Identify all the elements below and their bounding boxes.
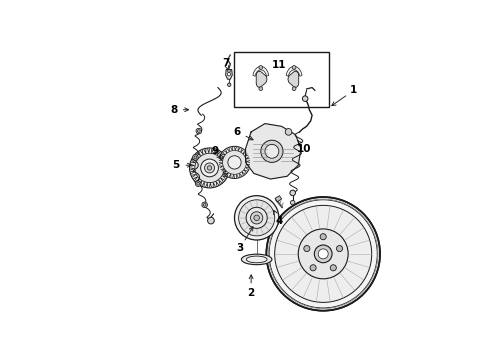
Text: 4: 4 xyxy=(275,216,283,226)
Circle shape xyxy=(267,197,380,311)
Text: 10: 10 xyxy=(296,144,311,153)
Circle shape xyxy=(190,148,229,188)
Circle shape xyxy=(201,159,219,177)
Circle shape xyxy=(337,246,343,252)
Circle shape xyxy=(290,190,295,195)
Polygon shape xyxy=(286,66,302,76)
Circle shape xyxy=(298,229,348,279)
Polygon shape xyxy=(245,123,301,179)
Circle shape xyxy=(250,212,263,224)
Circle shape xyxy=(259,66,263,69)
Circle shape xyxy=(330,265,336,271)
Polygon shape xyxy=(288,71,299,87)
Text: 9: 9 xyxy=(212,146,219,156)
Circle shape xyxy=(228,156,241,169)
Circle shape xyxy=(207,166,212,170)
Circle shape xyxy=(302,96,308,102)
Text: 6: 6 xyxy=(234,127,241,137)
Circle shape xyxy=(227,83,231,86)
Circle shape xyxy=(314,245,332,263)
Circle shape xyxy=(318,249,328,259)
Text: 3: 3 xyxy=(236,243,244,253)
Text: 11: 11 xyxy=(271,60,286,70)
Ellipse shape xyxy=(246,256,267,263)
Circle shape xyxy=(246,207,267,228)
Circle shape xyxy=(265,144,279,158)
Circle shape xyxy=(304,246,310,252)
Text: 8: 8 xyxy=(170,105,177,115)
Circle shape xyxy=(194,156,197,159)
Circle shape xyxy=(197,183,199,185)
Circle shape xyxy=(285,129,292,135)
Circle shape xyxy=(204,163,215,173)
Text: 2: 2 xyxy=(247,288,255,298)
Circle shape xyxy=(254,215,259,221)
Circle shape xyxy=(235,195,279,240)
Circle shape xyxy=(193,155,198,160)
Circle shape xyxy=(208,217,214,224)
Circle shape xyxy=(227,69,230,72)
Circle shape xyxy=(239,200,275,236)
Circle shape xyxy=(222,150,246,174)
Circle shape xyxy=(292,66,296,69)
Circle shape xyxy=(195,153,224,183)
Circle shape xyxy=(197,130,200,132)
Circle shape xyxy=(203,203,206,206)
Text: 1: 1 xyxy=(350,85,357,95)
Text: 7: 7 xyxy=(222,58,230,68)
Circle shape xyxy=(310,265,316,271)
Circle shape xyxy=(196,181,201,186)
Circle shape xyxy=(261,140,283,162)
Circle shape xyxy=(291,201,295,205)
Text: 5: 5 xyxy=(172,160,180,170)
Circle shape xyxy=(196,128,201,134)
Polygon shape xyxy=(225,69,232,79)
Polygon shape xyxy=(253,66,269,76)
Circle shape xyxy=(320,234,326,240)
Circle shape xyxy=(202,202,207,208)
Polygon shape xyxy=(256,71,267,87)
Circle shape xyxy=(227,73,231,76)
FancyBboxPatch shape xyxy=(235,51,329,107)
Polygon shape xyxy=(275,196,282,202)
Circle shape xyxy=(275,205,372,302)
Circle shape xyxy=(259,87,263,91)
Ellipse shape xyxy=(242,254,272,265)
Circle shape xyxy=(292,87,296,91)
Circle shape xyxy=(219,146,250,179)
